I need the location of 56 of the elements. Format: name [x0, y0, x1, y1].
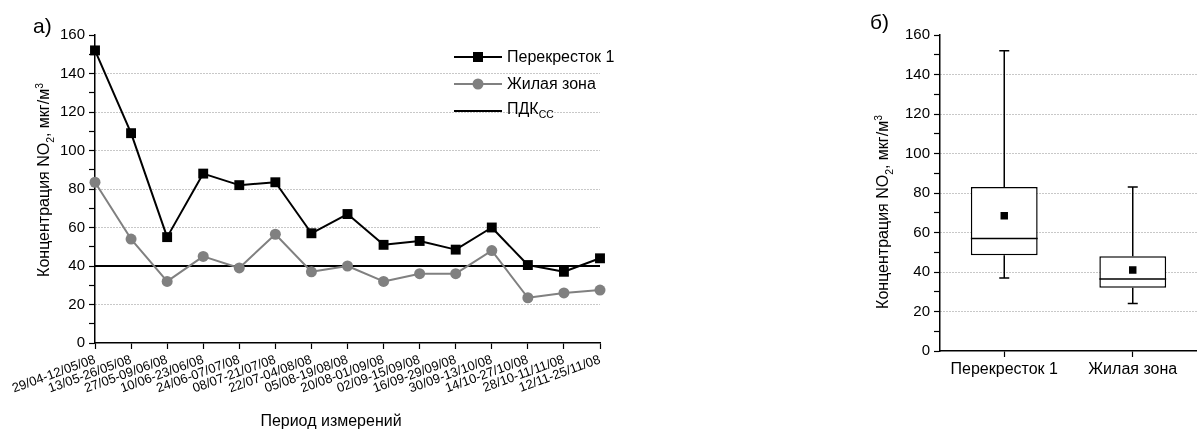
y-tick-label: 160 — [904, 25, 930, 43]
point — [558, 266, 569, 277]
x-tick-label: Перекресток 1 — [950, 360, 1059, 378]
point — [198, 168, 209, 179]
y-tick-label: 80 — [913, 183, 930, 201]
point — [522, 260, 533, 270]
point — [558, 287, 570, 299]
y-tick-label: 80 — [68, 179, 85, 197]
point — [342, 209, 353, 219]
y-tick-label: 160 — [59, 25, 85, 43]
x-tick-label: Жилая зона — [1088, 360, 1178, 378]
point — [378, 239, 389, 250]
y-tick-label: 20 — [68, 294, 85, 312]
point — [234, 180, 245, 191]
point — [450, 268, 462, 280]
point — [378, 275, 390, 287]
x-axis-title: Период измерений — [260, 412, 402, 430]
y-tick-label: 60 — [913, 222, 930, 240]
point — [414, 268, 426, 280]
point — [342, 260, 353, 272]
point — [162, 232, 173, 243]
y-tick-label: 100 — [59, 140, 85, 158]
point — [89, 176, 101, 188]
point — [126, 128, 137, 139]
point — [269, 228, 281, 240]
point — [486, 222, 497, 233]
point — [414, 236, 425, 246]
point — [90, 45, 100, 56]
y-tick-label: 0 — [76, 333, 85, 351]
y-tick-label: 100 — [904, 143, 930, 161]
point — [595, 253, 605, 264]
legend-label: ПДК$_{СС}$ — [507, 100, 554, 121]
point — [450, 244, 461, 255]
point — [161, 275, 173, 287]
point — [233, 262, 245, 274]
y-tick-label: 120 — [59, 102, 85, 120]
y-tick-label: 40 — [68, 256, 85, 274]
y-tick-label: 140 — [904, 64, 930, 82]
y-tick-label: 0 — [921, 341, 930, 359]
point — [270, 177, 281, 188]
chart-title: а) — [33, 14, 52, 38]
y-tick-label: 60 — [68, 217, 85, 235]
y-tick-label: 20 — [913, 301, 930, 319]
point — [197, 250, 209, 262]
point — [305, 266, 317, 278]
point — [486, 245, 498, 257]
point — [522, 292, 534, 304]
legend-label: Жилая зона — [507, 74, 596, 93]
chart-title: б) — [870, 10, 890, 34]
y-tick-label: 120 — [904, 104, 930, 122]
y-tick-label: 40 — [913, 262, 930, 280]
point — [125, 233, 137, 245]
point — [306, 228, 317, 239]
legend-label: Перекресток 1 — [507, 47, 615, 66]
point — [594, 284, 606, 296]
y-tick-label: 140 — [59, 63, 85, 81]
